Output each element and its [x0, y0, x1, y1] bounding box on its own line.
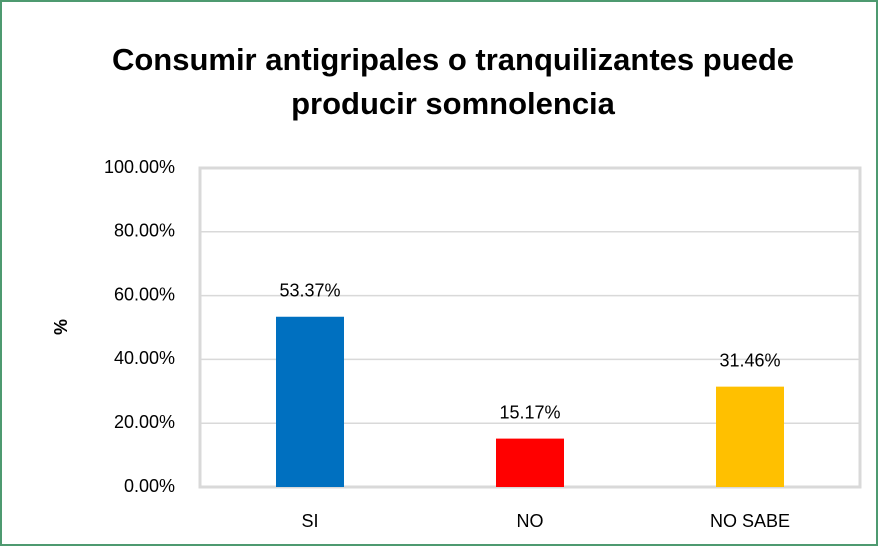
data-label: 31.46%	[719, 350, 780, 370]
bar	[716, 386, 784, 487]
bar	[496, 438, 564, 487]
x-tick-label: NO SABE	[710, 511, 790, 531]
data-label: 53.37%	[279, 280, 340, 300]
x-tick-label: SI	[301, 511, 318, 531]
y-axis-label: %	[51, 319, 71, 335]
y-tick-label: 100.00%	[104, 157, 175, 177]
y-tick-label: 80.00%	[114, 221, 175, 241]
data-label: 15.17%	[499, 402, 560, 422]
y-tick-label: 60.00%	[114, 284, 175, 304]
x-tick-label: NO	[517, 511, 544, 531]
y-tick-label: 40.00%	[114, 348, 175, 368]
chart-title: Consumir antigripales o tranquilizantes …	[111, 42, 795, 121]
y-tick-label: 0.00%	[124, 476, 175, 496]
y-tick-label: 20.00%	[114, 412, 175, 432]
bar	[276, 316, 344, 487]
